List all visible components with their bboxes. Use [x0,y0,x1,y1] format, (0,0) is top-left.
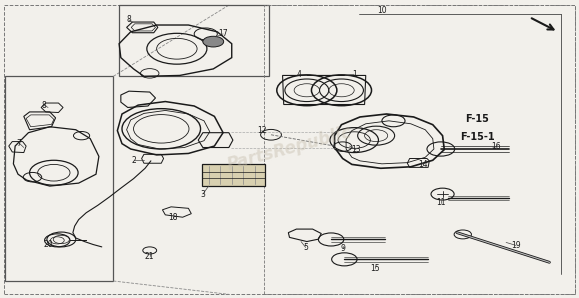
Circle shape [203,36,223,47]
Text: 18: 18 [168,213,178,222]
Text: 1: 1 [352,70,357,79]
Text: 5: 5 [303,243,308,252]
Text: 13: 13 [351,145,361,154]
Text: 19: 19 [511,241,521,250]
Text: 16: 16 [492,142,501,151]
Polygon shape [201,164,265,186]
Text: 12: 12 [257,126,266,135]
Text: 7: 7 [17,139,21,148]
Text: 10: 10 [377,6,387,15]
Text: 21: 21 [145,252,155,261]
Text: 15: 15 [370,264,380,273]
Text: 3: 3 [200,190,206,198]
Text: 8: 8 [127,15,131,24]
Text: F-15: F-15 [466,114,489,124]
Text: 9: 9 [340,244,345,253]
Text: 14: 14 [419,160,428,169]
Text: 17: 17 [218,30,228,38]
Text: 8: 8 [42,101,46,110]
Text: 4: 4 [296,70,301,79]
Text: PartsRepublic: PartsRepublic [225,124,354,174]
Text: 2: 2 [131,156,136,165]
Text: 11: 11 [436,198,446,207]
Text: F-15-1: F-15-1 [460,131,494,142]
Text: 20: 20 [43,240,53,249]
